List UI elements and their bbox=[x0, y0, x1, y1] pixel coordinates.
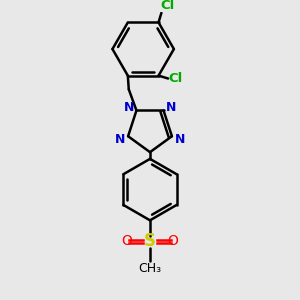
Text: N: N bbox=[124, 101, 134, 114]
Text: S: S bbox=[144, 232, 156, 250]
Text: Cl: Cl bbox=[160, 0, 174, 12]
Text: O: O bbox=[168, 234, 178, 248]
Text: CH₃: CH₃ bbox=[138, 262, 162, 275]
Text: N: N bbox=[115, 133, 126, 146]
Text: N: N bbox=[174, 133, 185, 146]
Text: O: O bbox=[122, 234, 132, 248]
Text: Cl: Cl bbox=[169, 72, 183, 85]
Text: N: N bbox=[166, 101, 176, 114]
